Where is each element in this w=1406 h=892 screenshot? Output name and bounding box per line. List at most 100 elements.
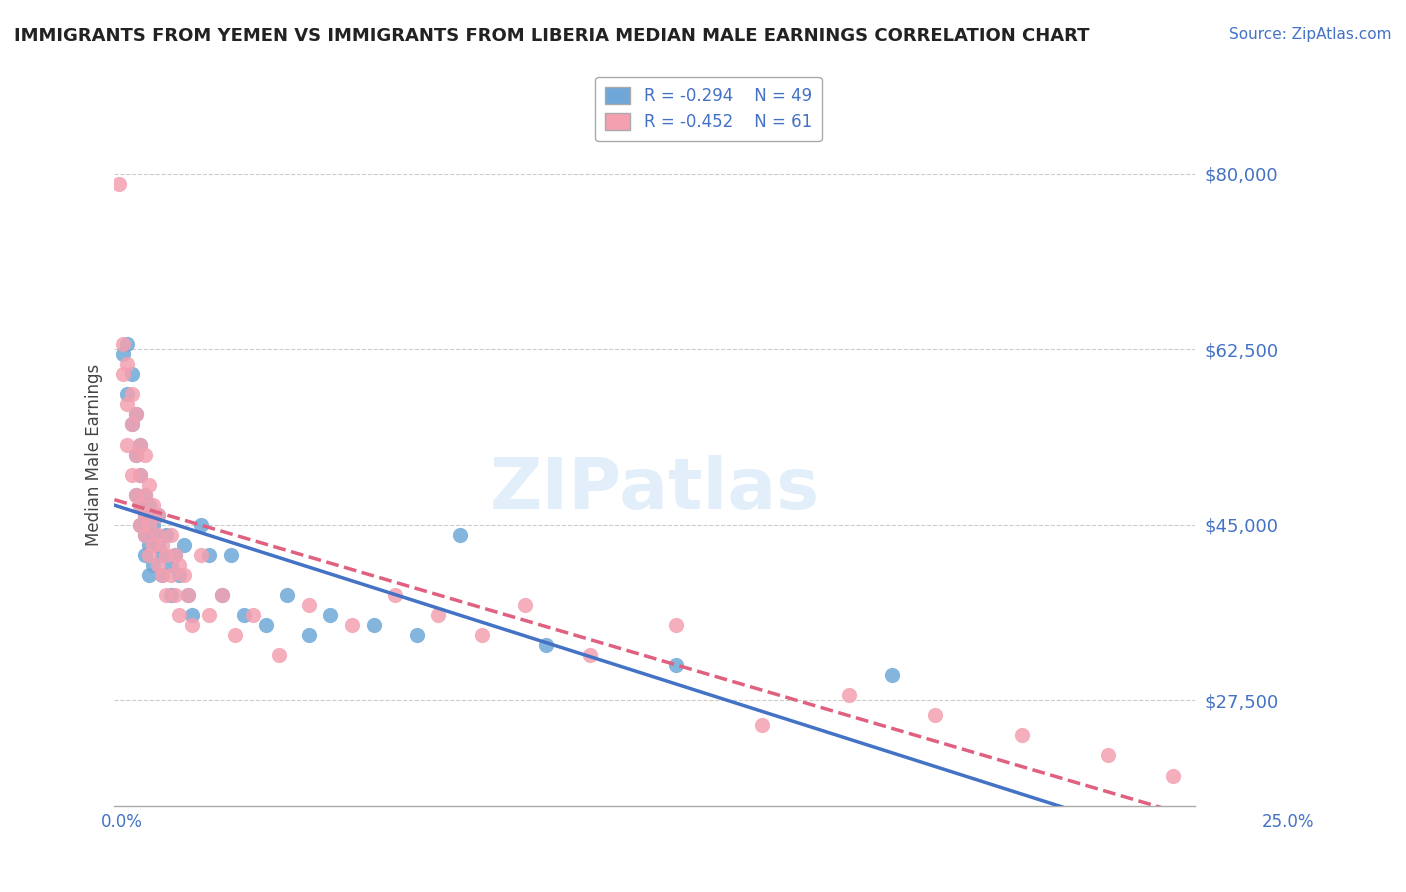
Point xyxy=(138,517,160,532)
Point xyxy=(125,488,148,502)
Point xyxy=(142,498,165,512)
Point xyxy=(117,437,139,451)
Point xyxy=(117,337,139,351)
Point xyxy=(1161,768,1184,782)
Point xyxy=(838,688,860,702)
Point xyxy=(134,528,156,542)
Point xyxy=(276,588,298,602)
Point xyxy=(190,548,212,562)
Point xyxy=(138,568,160,582)
Point xyxy=(578,648,600,662)
Point xyxy=(146,558,169,572)
Point xyxy=(163,548,186,562)
Point xyxy=(125,488,148,502)
Point xyxy=(471,628,494,642)
Point xyxy=(173,568,195,582)
Point xyxy=(117,397,139,411)
Point xyxy=(167,608,190,623)
Point xyxy=(150,568,173,582)
Point xyxy=(142,528,165,542)
Point xyxy=(224,628,246,642)
Point xyxy=(242,608,264,623)
Point xyxy=(121,467,143,482)
Point xyxy=(159,568,181,582)
Point xyxy=(167,558,190,572)
Point xyxy=(198,548,221,562)
Point xyxy=(138,498,160,512)
Point xyxy=(129,498,152,512)
Point xyxy=(134,488,156,502)
Point xyxy=(134,508,156,522)
Text: Source: ZipAtlas.com: Source: ZipAtlas.com xyxy=(1229,27,1392,42)
Point xyxy=(298,628,321,642)
Point xyxy=(177,588,200,602)
Point xyxy=(298,598,321,612)
Point xyxy=(233,608,256,623)
Point xyxy=(112,337,135,351)
Point xyxy=(882,668,904,682)
Text: 0.0%: 0.0% xyxy=(101,814,143,831)
Point xyxy=(121,417,143,432)
Point xyxy=(129,467,152,482)
Text: IMMIGRANTS FROM YEMEN VS IMMIGRANTS FROM LIBERIA MEDIAN MALE EARNINGS CORRELATIO: IMMIGRANTS FROM YEMEN VS IMMIGRANTS FROM… xyxy=(14,27,1090,45)
Point xyxy=(138,477,160,491)
Point xyxy=(1097,748,1119,763)
Point xyxy=(198,608,221,623)
Point xyxy=(146,508,169,522)
Point xyxy=(107,177,129,191)
Point xyxy=(117,387,139,401)
Point xyxy=(449,528,471,542)
Point xyxy=(665,658,688,673)
Point xyxy=(363,618,385,632)
Point xyxy=(117,357,139,371)
Point xyxy=(751,718,773,732)
Point xyxy=(181,618,204,632)
Point xyxy=(167,568,190,582)
Point xyxy=(155,588,177,602)
Point xyxy=(125,448,148,462)
Point xyxy=(134,448,156,462)
Point xyxy=(319,608,342,623)
Point xyxy=(536,638,558,652)
Y-axis label: Median Male Earnings: Median Male Earnings xyxy=(86,363,103,546)
Point xyxy=(211,588,233,602)
Legend: R = -0.294    N = 49, R = -0.452    N = 61: R = -0.294 N = 49, R = -0.452 N = 61 xyxy=(595,77,821,141)
Point xyxy=(150,548,173,562)
Point xyxy=(138,538,160,552)
Point xyxy=(112,368,135,382)
Text: ZIPatlas: ZIPatlas xyxy=(489,455,820,524)
Point xyxy=(155,548,177,562)
Text: 25.0%: 25.0% xyxy=(1263,814,1315,831)
Point xyxy=(159,588,181,602)
Point xyxy=(155,528,177,542)
Point xyxy=(125,408,148,422)
Point xyxy=(267,648,290,662)
Point xyxy=(142,538,165,552)
Point xyxy=(142,517,165,532)
Point xyxy=(129,498,152,512)
Point xyxy=(340,618,363,632)
Point xyxy=(150,568,173,582)
Point xyxy=(134,488,156,502)
Point xyxy=(163,588,186,602)
Point xyxy=(163,548,186,562)
Point xyxy=(159,558,181,572)
Point xyxy=(112,347,135,361)
Point xyxy=(121,387,143,401)
Point xyxy=(513,598,536,612)
Point xyxy=(1011,728,1033,742)
Point xyxy=(121,417,143,432)
Point xyxy=(665,618,688,632)
Point xyxy=(138,548,160,562)
Point xyxy=(134,548,156,562)
Point xyxy=(159,528,181,542)
Point xyxy=(384,588,406,602)
Point xyxy=(121,368,143,382)
Point xyxy=(173,538,195,552)
Point xyxy=(129,517,152,532)
Point xyxy=(181,608,204,623)
Point xyxy=(125,408,148,422)
Point xyxy=(129,467,152,482)
Point xyxy=(134,508,156,522)
Point xyxy=(129,517,152,532)
